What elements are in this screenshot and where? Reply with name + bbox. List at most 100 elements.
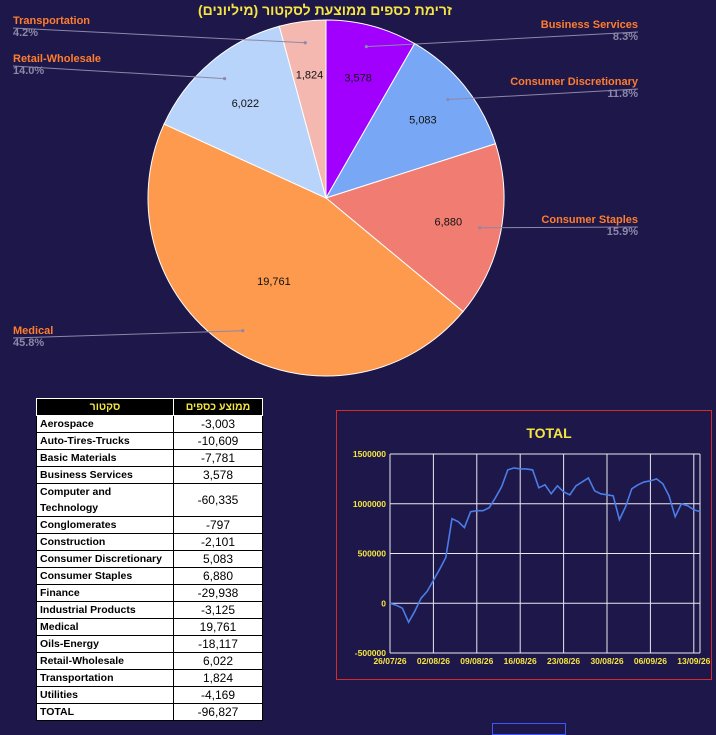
table-row: Conglomerates -797: [36, 516, 263, 534]
table-cell-value: 5,083: [173, 550, 263, 568]
line-xtick-label: 09/08/26: [460, 656, 493, 666]
pie-pct-medical: 45.8%: [13, 337, 44, 349]
table-cell-sector: Computer and Technology: [36, 483, 174, 517]
table-cell-value: 1,824: [173, 669, 263, 687]
pie-leader-line-medical: [12, 330, 243, 339]
table-header-sector: סקטור: [36, 398, 174, 416]
table-cell-value: -3,125: [173, 601, 263, 619]
table-header-avg: ממוצע כספים: [173, 398, 263, 416]
pie-leader-line-consumer-discretionary: [447, 88, 639, 101]
line-xtick-label: 30/08/26: [590, 656, 623, 666]
table-cell-value: -60,335: [173, 483, 263, 517]
table-cell-sector: Conglomerates: [36, 516, 174, 534]
table-cell-sector: TOTAL: [36, 703, 174, 721]
pie-slice-transportation: [278, 19, 327, 199]
pie-label-consumer-staples: Consumer Staples: [541, 214, 638, 226]
line-xtick-label: 16/08/26: [504, 656, 537, 666]
pie-value-retail-wholesale: 6,022: [232, 98, 260, 110]
total-line-chart: TOTAL 1500000 1000000 500000 0 -500000 26/07/2…: [336, 410, 712, 680]
pie-label-transportation: Transportation: [13, 15, 90, 27]
table-cell-value: -2,101: [173, 533, 263, 551]
pie-pct-business-services: 8.3%: [613, 31, 638, 43]
table-row: TOTAL -96,827: [36, 703, 263, 721]
table-row: Basic Materials -7,781: [36, 449, 263, 467]
table-cell-sector: Consumer Discretionary: [36, 550, 174, 568]
pie-label-retail-wholesale: Retail-Wholesale: [13, 53, 101, 65]
line-chart-title: TOTAL: [526, 425, 572, 441]
pie-label-business-services: Business Services: [541, 19, 638, 31]
table-cell-sector: Consumer Staples: [36, 567, 174, 585]
pie-leader-line-business-services: [366, 31, 639, 48]
table-cell-value: 3,578: [173, 466, 263, 484]
pie-slice-consumer-discretionary: [324, 42, 497, 199]
table-row: Business Services 3,578: [36, 466, 263, 484]
pie-slice-business-services: [325, 19, 416, 200]
bottom-frame: [492, 723, 566, 735]
table-row: Retail-Wholesale 6,022: [36, 652, 263, 670]
line-xtick-label: 06/09/26: [634, 656, 667, 666]
line-ytick-label: 500000: [358, 549, 387, 559]
table-row: Finance -29,938: [36, 584, 263, 602]
line-chart-svg: TOTAL 1500000 1000000 500000 0 -50000026/07/2…: [353, 425, 711, 666]
table-row: Oils-Energy -18,117: [36, 635, 263, 653]
sector-table: סקטור ממוצע כספים Aerospace -3,003 Auto-Ti…: [36, 398, 263, 721]
table-cell-sector: Oils-Energy: [36, 635, 174, 653]
table-cell-sector: Transportation: [36, 669, 174, 687]
pie-pct-retail-wholesale: 14.0%: [13, 65, 44, 77]
table-cell-sector: Retail-Wholesale: [36, 652, 174, 670]
table-row: Construction -2,101: [36, 533, 263, 551]
pie-value-consumer-discretionary: 5,083: [409, 115, 437, 127]
pie-slice-medical: [147, 123, 464, 377]
line-xtick-label: 13/09/26: [677, 656, 710, 666]
table-cell-value: -18,117: [173, 635, 263, 653]
line-xtick-label: 23/08/26: [547, 656, 580, 666]
table-cell-value: -29,938: [173, 584, 263, 602]
table-cell-value: -3,003: [173, 415, 263, 433]
line-xtick-label: 26/07/26: [373, 656, 406, 666]
line-ytick-label: 1500000: [353, 449, 386, 459]
pie-label-consumer-discretionary: Consumer Discretionary: [510, 76, 639, 88]
pie-label-medical: Medical: [13, 325, 53, 337]
pie-pct-consumer-staples: 15.9%: [607, 226, 638, 238]
line-ytick-label: -500000: [355, 648, 386, 658]
table-cell-value: 6,022: [173, 652, 263, 670]
table-row: Transportation 1,824: [36, 669, 263, 687]
pie-value-transportation: 1,824: [296, 69, 324, 81]
pie-leader-line-consumer-staples: [479, 226, 639, 229]
pie-chart-title: זרימת כספים ממוצעת לסקטור (מיליונים): [197, 2, 453, 18]
pie-slice-consumer-staples: [324, 143, 505, 313]
table-row: Aerospace -3,003: [36, 415, 263, 433]
table-cell-value: -797: [173, 516, 263, 534]
table-cell-value: -10,609: [173, 432, 263, 450]
table-row: Utilities -4,169: [36, 686, 263, 704]
table-cell-sector: Utilities: [36, 686, 174, 704]
table-row: Consumer Discretionary 5,083: [36, 550, 263, 568]
table-cell-sector: Auto-Tires-Trucks: [36, 432, 174, 450]
table-row: Consumer Staples 6,880: [36, 567, 263, 585]
line-series-total: [389, 467, 701, 624]
table-cell-sector: Finance: [36, 584, 174, 602]
table-row: Medical 19,761: [36, 618, 263, 636]
table-row: Auto-Tires-Trucks -10,609: [36, 432, 263, 450]
line-ytick-label: 0: [381, 598, 386, 608]
line-ytick-label: 1000000: [353, 499, 386, 509]
table-cell-sector: Industrial Products: [36, 601, 174, 619]
table-cell-value: 6,880: [173, 567, 263, 585]
pie-value-consumer-staples: 6,880: [435, 217, 463, 229]
table-row: Computer and Technology -60,335: [36, 483, 263, 517]
table-cell-value: 19,761: [173, 618, 263, 636]
table-cell-sector: Construction: [36, 533, 174, 551]
table-cell-sector: Aerospace: [36, 415, 174, 433]
table-cell-value: -96,827: [173, 703, 263, 721]
table-cell-value: -4,169: [173, 686, 263, 704]
pie-slice-retail-wholesale: [163, 25, 327, 199]
table-cell-sector: Business Services: [36, 466, 174, 484]
table-cell-sector: Basic Materials: [36, 449, 174, 467]
pie-leader-line-transportation: [12, 27, 306, 44]
pie-pct-transportation: 4.2%: [13, 27, 38, 39]
pie-leader-line-retail-wholesale: [12, 65, 225, 80]
line-xtick-label: 02/08/26: [417, 656, 450, 666]
pie-value-medical: 19,761: [257, 276, 291, 288]
pie-pct-consumer-discretionary: 11.8%: [607, 88, 638, 100]
